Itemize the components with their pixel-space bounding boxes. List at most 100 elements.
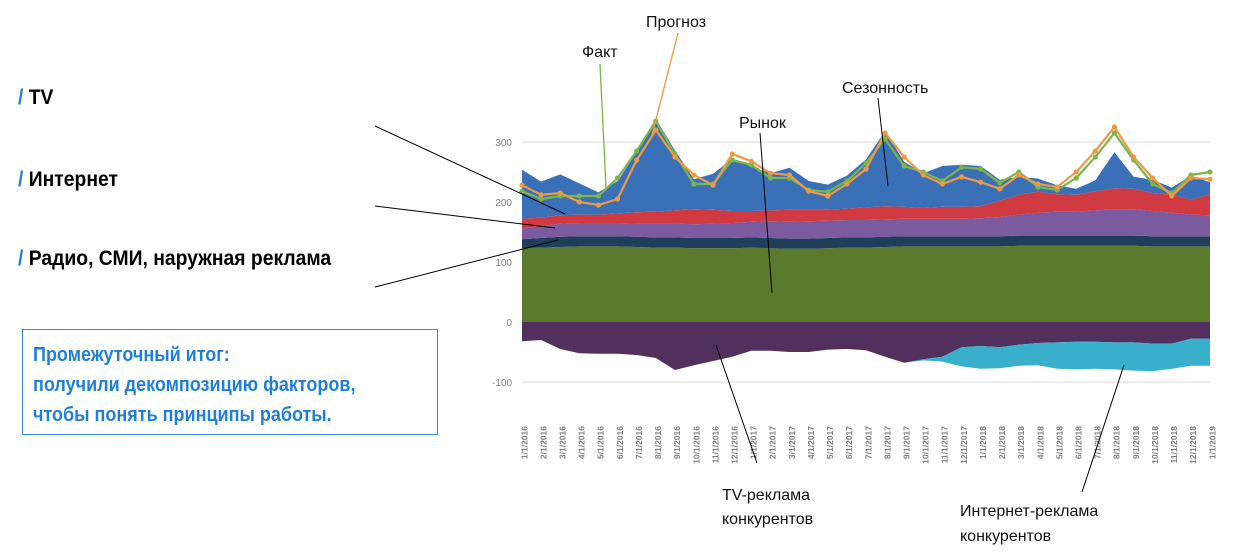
x-tick-label: 1/1/2016 — [519, 426, 529, 459]
x-tick-label: 10/1/2016 — [691, 426, 701, 464]
fact-point — [1150, 181, 1156, 187]
y-tick-label: 200 — [495, 198, 512, 209]
fact-point — [978, 166, 984, 172]
x-tick-label: 2/1/2016 — [538, 426, 548, 459]
fact-point — [997, 180, 1003, 186]
forecast-point — [729, 151, 735, 157]
fact-point — [1073, 175, 1079, 181]
forecast-point — [825, 193, 831, 199]
forecast-point — [920, 172, 926, 178]
forecast-point — [786, 172, 793, 178]
fact-point — [901, 163, 907, 169]
y-tick-label: -100 — [492, 378, 512, 389]
y-tick-label: 300 — [495, 138, 512, 149]
x-tick-label: 10/1/2018 — [1150, 426, 1160, 464]
forecast-point — [519, 182, 525, 188]
summary-box: Промежуточный итог: получили декомпозици… — [22, 329, 438, 435]
forecast-point — [958, 174, 965, 180]
fact-point — [825, 189, 831, 195]
x-tick-label: 1/1/2017 — [749, 426, 759, 459]
forecast-point — [978, 179, 984, 185]
x-tick-label: 4/1/2017 — [806, 426, 816, 459]
fact-point — [595, 193, 602, 199]
forecast-point — [691, 172, 697, 178]
legend-label-internet: Интернет — [28, 168, 118, 191]
x-tick-label: 5/1/2018 — [1054, 426, 1064, 459]
area-internet-competitors — [522, 338, 1210, 372]
legend-radio: / Радио, СМИ, наружная реклама — [18, 247, 331, 271]
x-tick-label: 6/1/2016 — [615, 426, 625, 459]
x-tick-label: 3/1/2018 — [1016, 426, 1026, 459]
forecast-point — [1207, 176, 1213, 182]
forecast-point — [538, 192, 544, 198]
legend-tv: / TV — [18, 86, 53, 110]
fact-point — [538, 196, 544, 202]
leader-line-seasonality — [877, 97, 889, 187]
forecast-point — [901, 154, 907, 160]
fact-point — [1207, 169, 1213, 175]
forecast-point — [1130, 154, 1137, 160]
x-tick-label: 11/1/2016 — [710, 426, 720, 464]
leader-line-internet — [374, 205, 556, 229]
x-tick-label: 3/1/2017 — [787, 426, 797, 459]
fact-point — [614, 175, 621, 181]
forecast-point — [882, 130, 888, 136]
x-tick-label: 8/1/2018 — [1112, 426, 1122, 459]
legend-slash: / — [18, 168, 24, 191]
annotation-internet-competitors-line-1: Интернет-реклама — [960, 503, 1098, 520]
fact-point — [748, 162, 754, 168]
forecast-point — [653, 127, 659, 133]
area-tv — [522, 188, 1210, 229]
forecast-point — [863, 166, 869, 172]
forecast-point — [806, 188, 812, 194]
x-tick-label: 2/1/2017 — [768, 426, 778, 459]
forecast-point — [1092, 148, 1098, 154]
forecast-point — [557, 190, 563, 196]
annotation-tv-competitors-line-2: конкурентов — [722, 511, 813, 528]
forecast-point — [672, 154, 678, 160]
x-tick-label: 12/1/2018 — [1188, 426, 1198, 464]
fact-point — [1092, 154, 1098, 160]
forecast-point — [1111, 124, 1118, 130]
forecast-point — [1073, 169, 1079, 175]
x-tick-label: 11/1/2018 — [1169, 426, 1179, 464]
annotation-forecast: Прогноз — [646, 14, 706, 31]
x-tick-label: 9/1/2017 — [901, 426, 911, 459]
fact-point — [958, 164, 965, 170]
summary-line-1: Промежуточный итог: — [33, 344, 230, 366]
forecast-point — [1035, 181, 1041, 187]
x-tick-label: 5/1/2017 — [825, 426, 835, 459]
forecast-point — [1169, 193, 1175, 199]
summary-line-2: получили декомпозицию факторов, — [33, 374, 356, 396]
forecast-point — [1016, 172, 1022, 178]
x-tick-label: 9/1/2018 — [1131, 426, 1141, 459]
x-tick-label: 8/1/2017 — [882, 426, 892, 459]
x-tick-label: 5/1/2016 — [596, 426, 606, 459]
annotation-internet-competitors-line-2: конкурентов — [960, 528, 1051, 545]
x-tick-label: 4/1/2016 — [577, 426, 587, 459]
forecast-point — [748, 158, 754, 164]
y-tick-label: 100 — [495, 258, 512, 269]
y-tick-label: 0 — [506, 318, 512, 329]
x-tick-label: 7/1/2018 — [1093, 426, 1103, 459]
area-internet — [522, 209, 1210, 240]
legend-internet: / Интернет — [18, 168, 118, 192]
leader-line-fact — [599, 63, 607, 189]
forecast-point — [1188, 175, 1194, 181]
x-tick-label: 7/1/2017 — [863, 426, 873, 459]
forecast-point — [595, 202, 602, 208]
x-tick-label: 12/1/2017 — [959, 426, 969, 464]
x-tick-label: 7/1/2016 — [634, 426, 644, 459]
legend-label-tv: TV — [28, 86, 54, 109]
fact-point — [691, 181, 697, 187]
fact-point — [634, 148, 640, 154]
area-tv-competitors — [522, 322, 1210, 370]
leader-line-tv-competitors — [715, 344, 758, 464]
leader-line-market — [759, 132, 773, 294]
annotation-fact: Факт — [582, 44, 618, 61]
x-tick-label: 10/1/2017 — [921, 426, 931, 464]
fact-point — [729, 157, 735, 163]
x-tick-label: 9/1/2016 — [672, 426, 682, 459]
legend-slash: / — [18, 247, 24, 270]
